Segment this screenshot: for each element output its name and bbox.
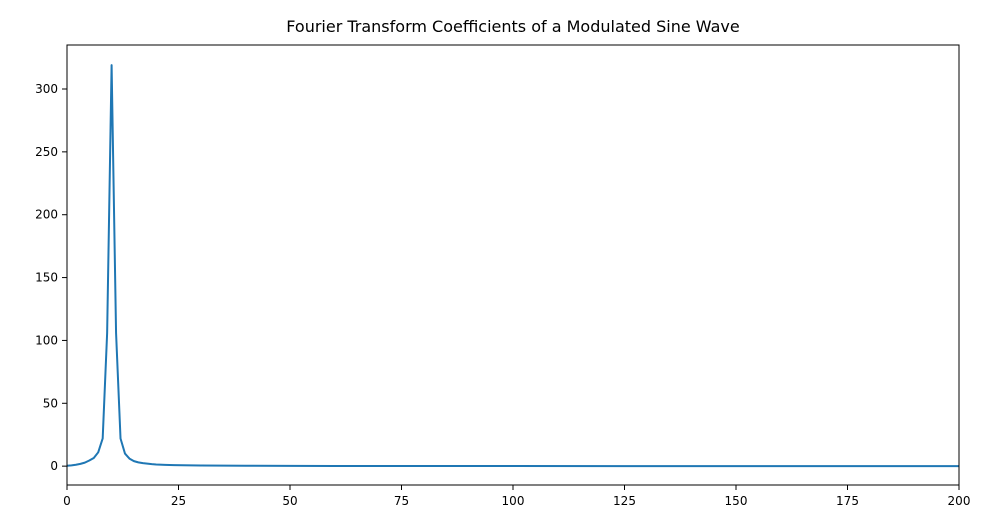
axis-ticks: 0 25 50 75 100 125 150 175 200 0 50 100 150 200 250 300 — [35, 82, 970, 508]
chart-title: Fourier Transform Coefficients of a Modu… — [286, 17, 739, 36]
y-tick-label: 100 — [35, 333, 58, 347]
y-tick-label: 300 — [35, 82, 58, 96]
x-tick-label: 200 — [948, 494, 971, 508]
y-tick-label: 150 — [35, 271, 58, 285]
y-tick-label: 200 — [35, 208, 58, 222]
x-tick-label: 50 — [282, 494, 297, 508]
y-tick-label: 250 — [35, 145, 58, 159]
plot-frame — [66, 44, 960, 486]
y-tick-label: 50 — [43, 396, 58, 410]
x-tick-label: 175 — [836, 494, 859, 508]
y-tick-label: 0 — [50, 459, 58, 473]
x-tick-label: 125 — [613, 494, 636, 508]
series-line — [66, 64, 960, 468]
x-tick-label: 75 — [394, 494, 409, 508]
x-tick-label: 0 — [63, 494, 71, 508]
x-tick-label: 25 — [171, 494, 186, 508]
x-tick-label: 100 — [502, 494, 525, 508]
x-tick-label: 150 — [725, 494, 748, 508]
